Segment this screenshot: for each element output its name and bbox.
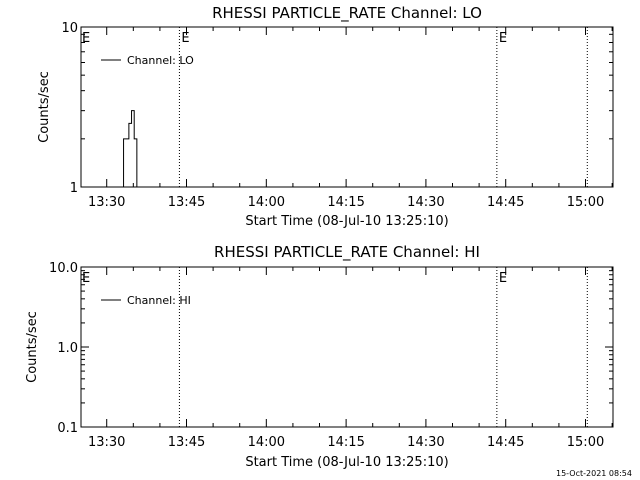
y-axis-label: Counts/sec	[37, 71, 52, 143]
chart-title: RHESSI PARTICLE_RATE Channel: LO	[212, 4, 482, 23]
plot-frame	[80, 26, 614, 188]
x-tick-label: 15:00	[567, 435, 604, 450]
x-tick-label: 15:00	[567, 195, 604, 210]
panel-lo: RHESSI PARTICLE_RATE Channel: LO 1 10 13:30…	[37, 4, 614, 229]
y-tick-label: 1	[70, 181, 78, 196]
x-tick-label: 14:00	[248, 195, 285, 210]
x-tick-label: 14:15	[327, 435, 364, 450]
panel-hi: RHESSI PARTICLE_RATE Channel: HI 0.1 1.0 10…	[25, 243, 614, 470]
plot-frame	[80, 266, 614, 428]
event-marker-label: E	[181, 31, 189, 46]
chart-title: RHESSI PARTICLE_RATE Channel: HI	[214, 243, 480, 262]
series-line-channel-lo	[120, 110, 138, 188]
y-tick-label: 0.1	[57, 421, 78, 436]
y-tick-label: 1.0	[57, 341, 78, 356]
x-tick-label: 13:30	[88, 195, 125, 210]
x-tick-label: 14:45	[487, 435, 524, 450]
x-tick-label: 14:00	[248, 435, 285, 450]
x-tick-label: 13:30	[88, 435, 125, 450]
x-axis-label: Start Time (08-Jul-10 13:25:10)	[245, 214, 448, 229]
event-marker-label: E	[499, 271, 507, 286]
event-marker-label: E	[499, 31, 507, 46]
x-tick-label: 14:30	[407, 195, 444, 210]
legend-label: Channel: HI	[127, 294, 191, 307]
y-tick-label: 10	[61, 21, 78, 36]
y-axis-label: Counts/sec	[25, 311, 40, 383]
legend-label: Channel: LO	[127, 54, 194, 67]
x-tick-label: 14:30	[407, 435, 444, 450]
x-tick-label: 13:45	[168, 195, 205, 210]
start-marker-label: E	[82, 31, 90, 46]
start-marker-label: E	[82, 271, 90, 286]
x-tick-label: 14:15	[327, 195, 364, 210]
x-tick-label: 14:45	[487, 195, 524, 210]
x-axis-label: Start Time (08-Jul-10 13:25:10)	[245, 455, 448, 470]
y-tick-label: 10.0	[49, 261, 78, 276]
x-tick-label: 13:45	[168, 435, 205, 450]
generation-timestamp: 15-Oct-2021 08:54	[556, 469, 632, 478]
